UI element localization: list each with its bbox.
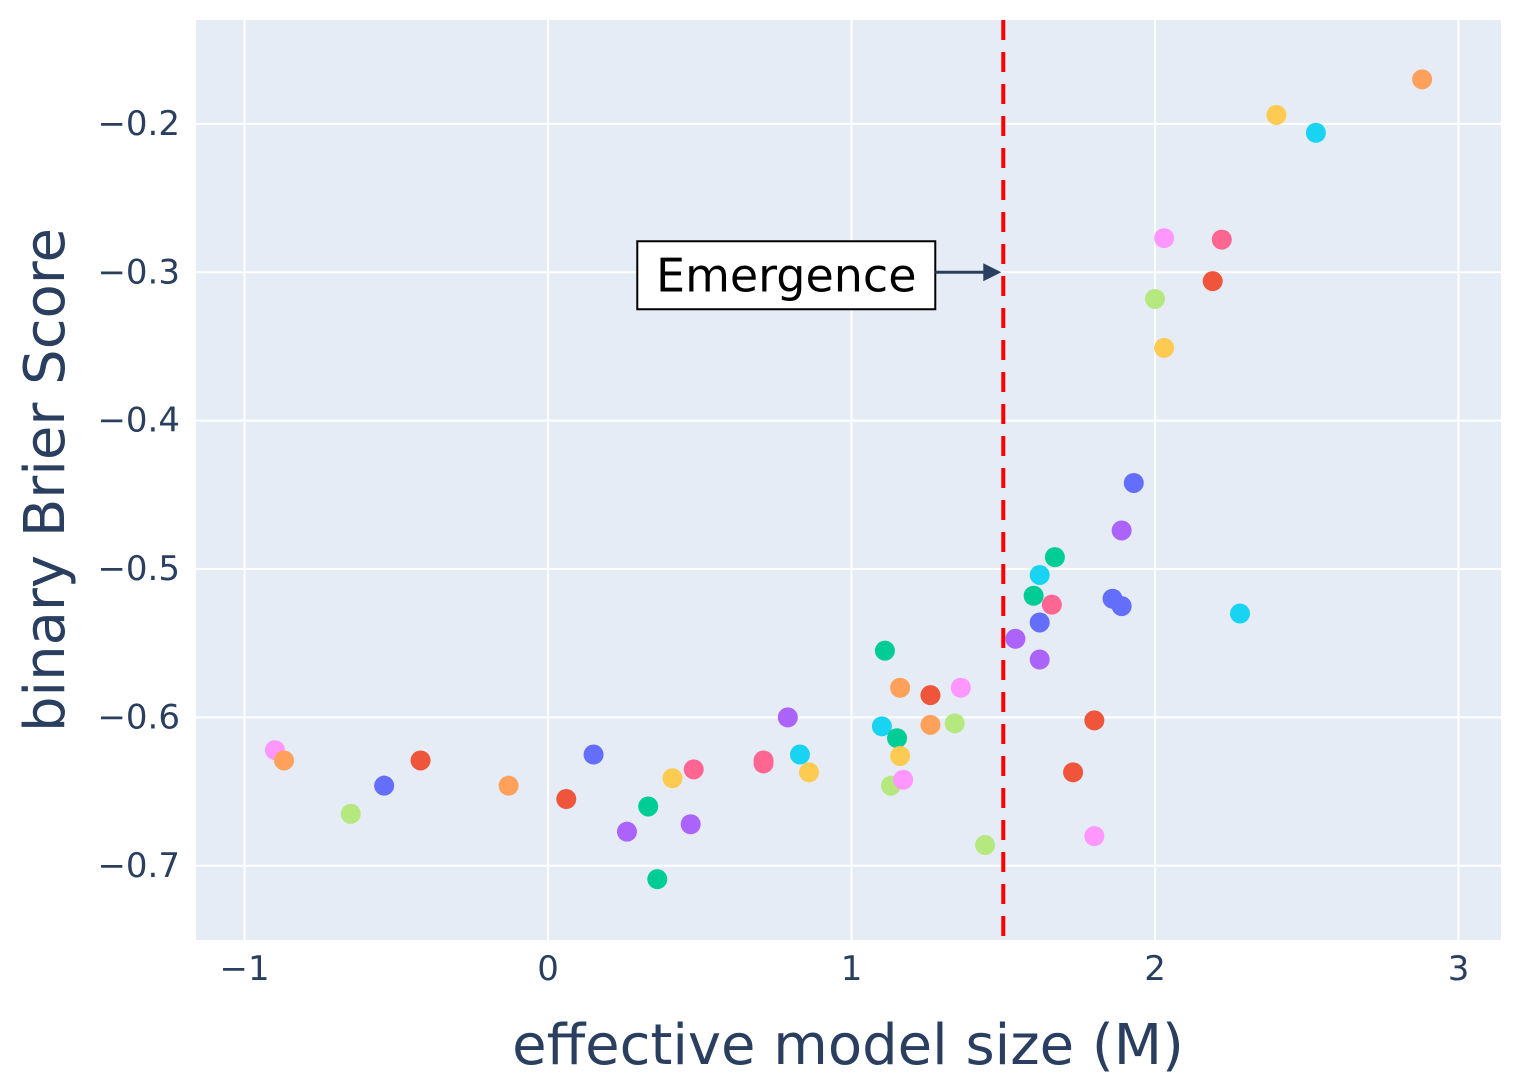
data-point (1029, 612, 1050, 633)
y-tick-label: −0.2 (97, 104, 180, 144)
data-point (874, 640, 895, 661)
x-gridlines (243, 20, 1460, 940)
data-point (410, 750, 431, 771)
y-tick-label: −0.7 (97, 846, 180, 886)
x-tick-label: −1 (219, 949, 269, 989)
data-points (264, 69, 1433, 890)
data-point (1202, 271, 1223, 292)
y-axis-title: binary Brier Score (13, 228, 78, 732)
data-point (556, 789, 577, 810)
data-point (1023, 585, 1044, 606)
data-point (1412, 69, 1433, 90)
data-point (340, 803, 361, 824)
data-point (1084, 710, 1105, 731)
data-point (680, 814, 701, 835)
data-point (683, 759, 704, 780)
data-point (890, 746, 911, 766)
data-point (498, 775, 519, 796)
data-point (1305, 122, 1326, 143)
data-point (1123, 472, 1144, 493)
data-point (647, 869, 668, 890)
data-point (1230, 603, 1250, 624)
y-tick-labels: −0.2 −0.3 −0.4 −0.5 −0.6 −0.7 (97, 104, 180, 886)
data-point (871, 716, 892, 737)
data-point (975, 835, 996, 856)
data-point (920, 685, 941, 706)
data-point (1063, 762, 1084, 783)
y-tick-label: −0.3 (97, 252, 180, 292)
x-axis-title: effective model size (M) (512, 1013, 1184, 1078)
x-tick-label: 0 (537, 949, 559, 989)
data-point (753, 753, 774, 774)
data-point (662, 768, 683, 789)
data-point (616, 821, 637, 842)
data-point (920, 714, 941, 735)
data-point (1029, 649, 1050, 670)
data-point (799, 762, 820, 783)
data-point (950, 677, 971, 698)
data-point (1041, 594, 1062, 615)
emergence-annotation-label: Emergence (656, 248, 917, 302)
y-tick-label: −0.4 (97, 401, 180, 441)
data-point (1044, 547, 1065, 568)
data-point (1211, 229, 1232, 250)
data-point (944, 713, 965, 734)
y-tick-label: −0.5 (97, 549, 180, 589)
data-point (893, 769, 914, 790)
plot-area (196, 20, 1501, 940)
data-point (1154, 337, 1175, 358)
annotation-layer: Emergence (636, 240, 1002, 311)
data-point (638, 796, 659, 817)
data-point (890, 677, 911, 698)
x-tick-labels: −1 0 1 2 3 (219, 949, 1469, 989)
data-point (1154, 228, 1175, 249)
data-point (789, 744, 810, 765)
emergence-annotation-box (636, 240, 937, 311)
data-point (1029, 564, 1050, 585)
x-tick-label: 3 (1448, 949, 1470, 989)
data-point (1084, 826, 1105, 847)
data-point (274, 750, 295, 771)
data-point (374, 775, 395, 796)
data-point (1145, 288, 1166, 309)
data-point (583, 744, 604, 765)
data-point (1005, 628, 1026, 649)
x-tick-label: 1 (841, 949, 863, 989)
y-tick-label: −0.6 (97, 697, 180, 737)
x-tick-label: 2 (1144, 949, 1166, 989)
emergence-annotation-arrowhead (983, 263, 1002, 282)
data-point (1111, 596, 1132, 617)
data-point (1111, 520, 1132, 541)
data-point (887, 728, 908, 749)
data-point (777, 707, 798, 728)
data-point (1266, 104, 1287, 125)
